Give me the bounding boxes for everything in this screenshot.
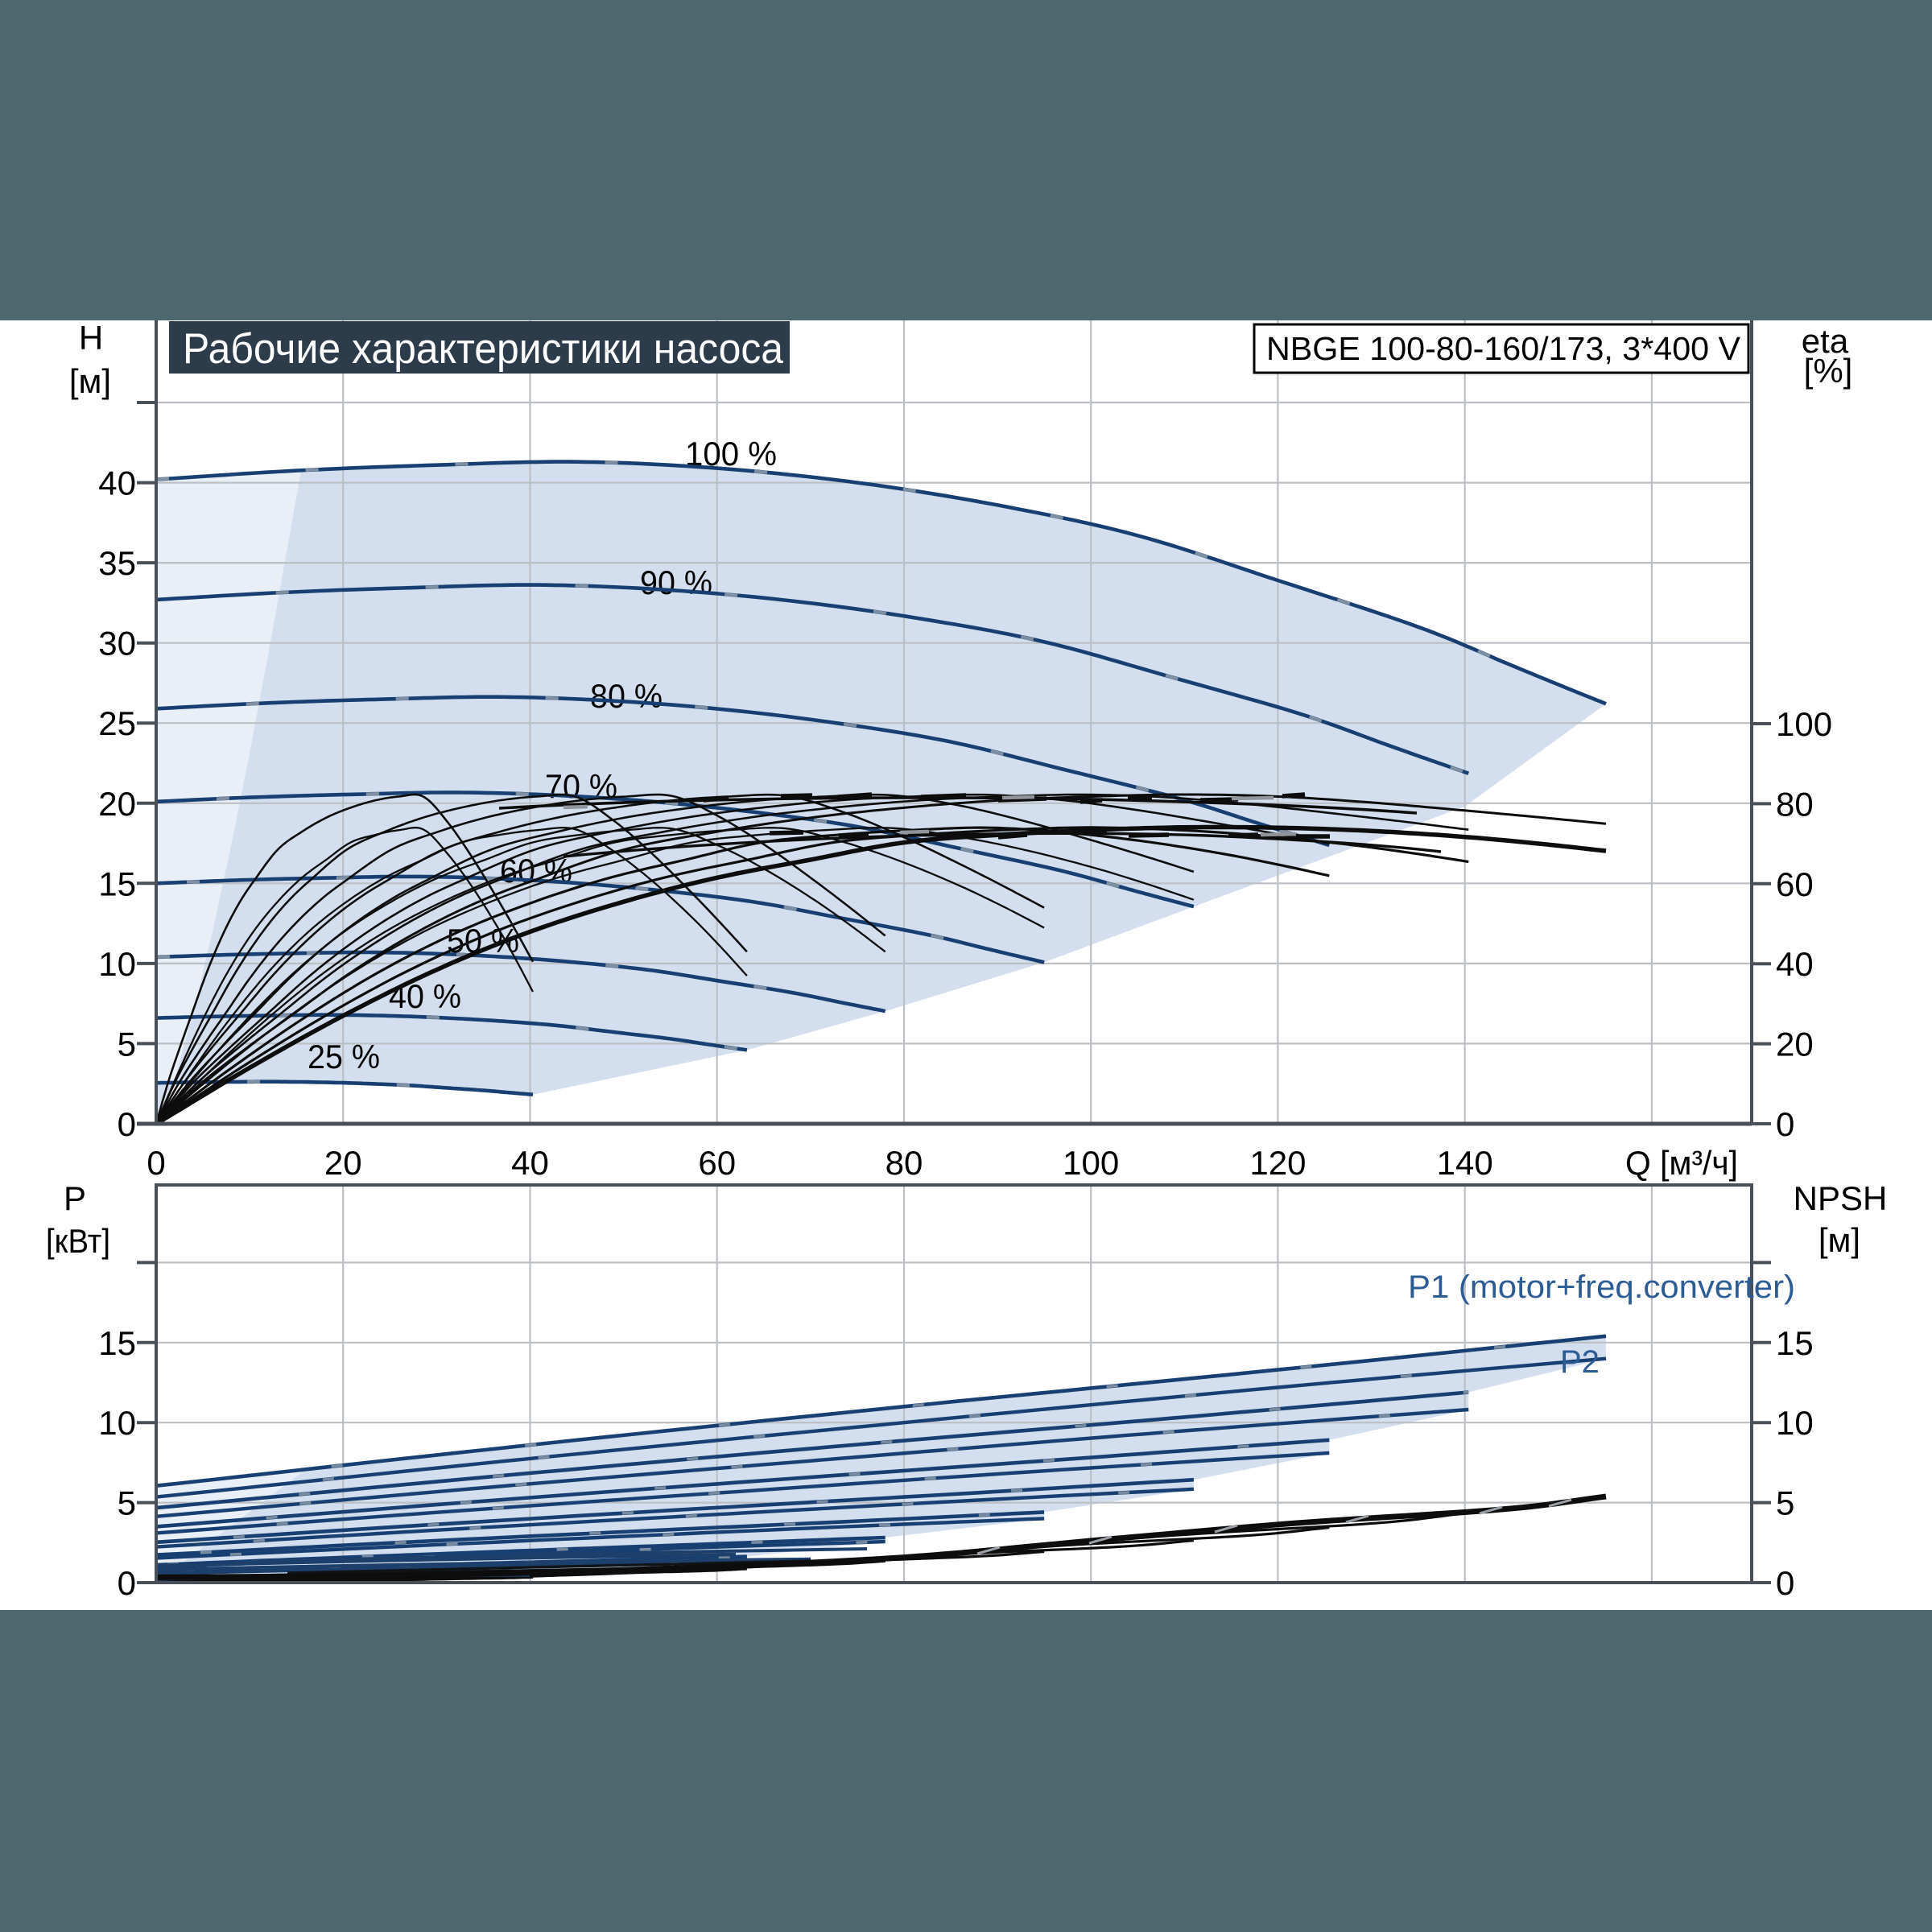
svg-text:15: 15 bbox=[1776, 1324, 1814, 1362]
svg-text:0: 0 bbox=[147, 1144, 165, 1182]
svg-text:Q [м³/ч]: Q [м³/ч] bbox=[1625, 1144, 1738, 1182]
svg-text:20: 20 bbox=[1776, 1026, 1814, 1063]
svg-text:30: 30 bbox=[98, 625, 136, 663]
svg-text:35: 35 bbox=[98, 544, 136, 582]
svg-text:40: 40 bbox=[511, 1144, 549, 1182]
svg-text:120: 120 bbox=[1249, 1144, 1306, 1182]
svg-text:20: 20 bbox=[98, 785, 136, 823]
svg-text:10: 10 bbox=[98, 1404, 136, 1442]
svg-text:40: 40 bbox=[1776, 945, 1814, 983]
svg-text:15: 15 bbox=[98, 1324, 136, 1362]
svg-text:5: 5 bbox=[118, 1025, 136, 1063]
svg-text:140: 140 bbox=[1437, 1144, 1493, 1182]
svg-text:10: 10 bbox=[98, 945, 136, 983]
svg-text:10: 10 bbox=[1776, 1404, 1814, 1442]
svg-text:100: 100 bbox=[1063, 1144, 1119, 1182]
svg-text:NPSH: NPSH bbox=[1794, 1179, 1888, 1217]
svg-text:90 %: 90 % bbox=[640, 564, 712, 601]
svg-text:P: P bbox=[64, 1179, 86, 1217]
svg-text:5: 5 bbox=[118, 1484, 136, 1522]
svg-text:100: 100 bbox=[1776, 705, 1832, 743]
svg-text:80 %: 80 % bbox=[590, 677, 663, 715]
svg-text:0: 0 bbox=[1776, 1105, 1794, 1143]
svg-text:5: 5 bbox=[1776, 1484, 1794, 1522]
svg-text:[кВт]: [кВт] bbox=[46, 1222, 110, 1260]
svg-text:0: 0 bbox=[118, 1105, 136, 1143]
svg-text:H: H bbox=[79, 319, 103, 357]
svg-text:25 %: 25 % bbox=[308, 1038, 380, 1075]
svg-text:15: 15 bbox=[98, 865, 136, 902]
svg-text:[м]: [м] bbox=[1818, 1221, 1860, 1259]
svg-text:80: 80 bbox=[886, 1144, 923, 1182]
svg-text:P2: P2 bbox=[1560, 1344, 1600, 1380]
svg-text:80: 80 bbox=[1776, 785, 1814, 823]
svg-text:40 %: 40 % bbox=[389, 977, 461, 1015]
svg-text:P1 (motor+freq.converter): P1 (motor+freq.converter) bbox=[1408, 1269, 1795, 1305]
svg-text:40: 40 bbox=[98, 464, 136, 502]
svg-text:60: 60 bbox=[698, 1144, 736, 1182]
svg-text:0: 0 bbox=[118, 1564, 136, 1602]
svg-text:25: 25 bbox=[98, 704, 136, 742]
svg-text:60: 60 bbox=[1776, 865, 1814, 903]
svg-text:Рабочие характеристики насоса: Рабочие характеристики насоса bbox=[183, 325, 783, 373]
svg-text:[м]: [м] bbox=[69, 362, 111, 400]
svg-text:eta: eta bbox=[1802, 322, 1849, 360]
svg-text:0: 0 bbox=[1776, 1564, 1794, 1602]
svg-text:NBGE 100-80-160/173, 3*400 V: NBGE 100-80-160/173, 3*400 V bbox=[1266, 330, 1741, 367]
svg-text:20: 20 bbox=[324, 1144, 362, 1182]
svg-text:[%]: [%] bbox=[1804, 352, 1853, 390]
